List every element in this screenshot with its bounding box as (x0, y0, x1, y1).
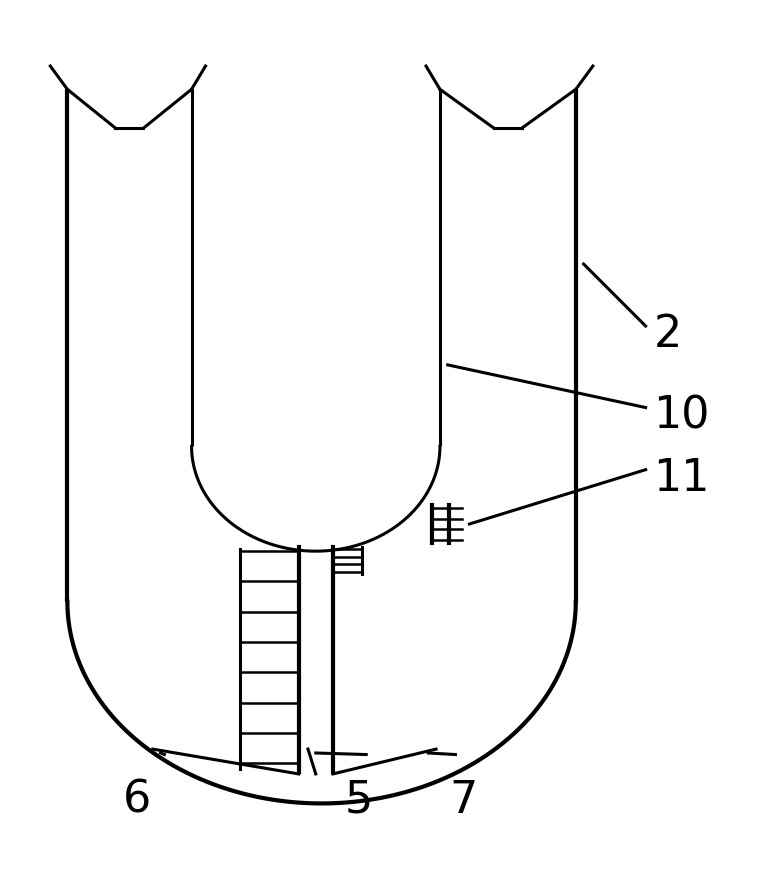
Text: 6: 6 (123, 778, 151, 821)
Text: 10: 10 (654, 394, 710, 438)
Text: 5: 5 (344, 778, 372, 821)
Text: 2: 2 (654, 313, 682, 356)
Text: 7: 7 (449, 778, 478, 821)
Text: 11: 11 (654, 456, 710, 500)
